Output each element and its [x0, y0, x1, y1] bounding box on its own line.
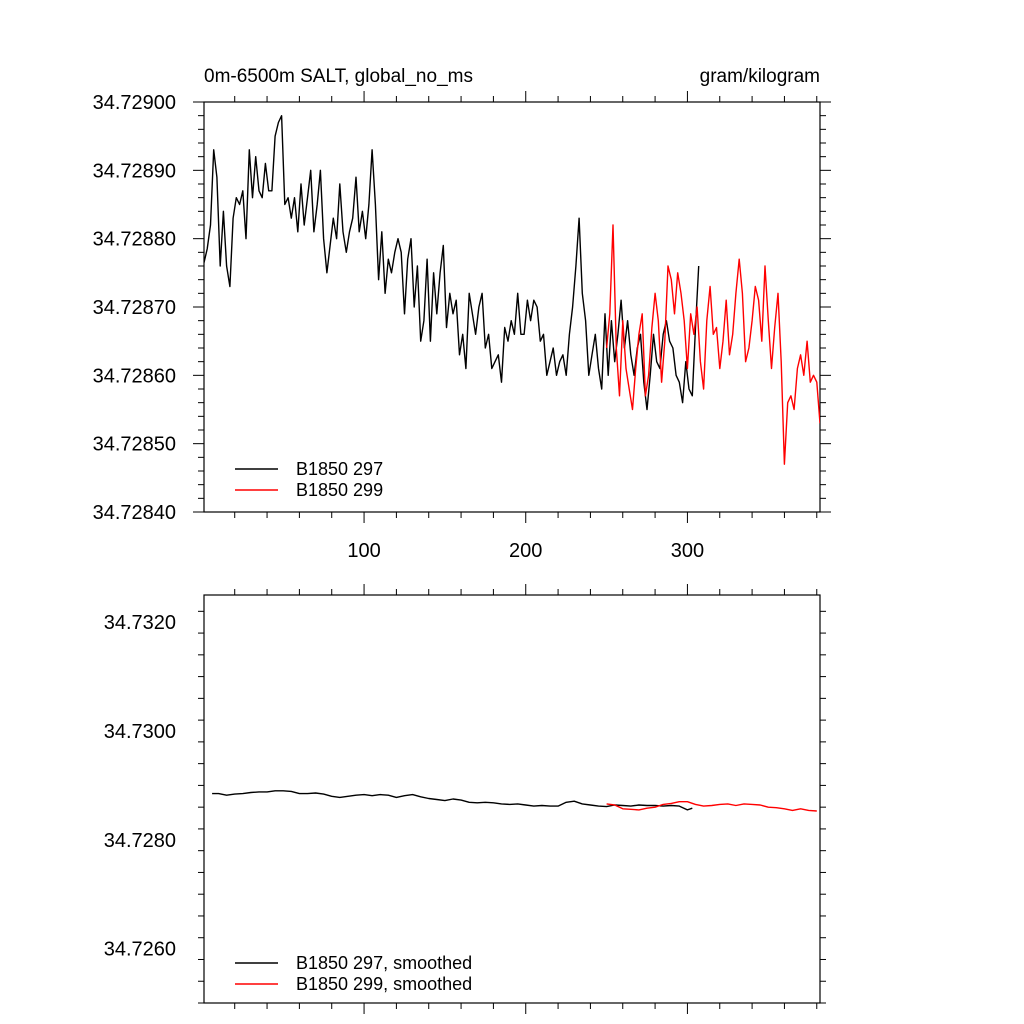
- y-tick-label: 34.72840: [93, 502, 176, 524]
- y-tick-label: 34.7280: [104, 830, 176, 852]
- chart-title: 0m-6500m SALT, global_no_ms: [204, 66, 473, 87]
- y-tick-label: 34.72880: [93, 229, 176, 251]
- legend-label: B1850 297: [296, 459, 383, 479]
- y-tick-label: 34.72860: [93, 365, 176, 387]
- y-tick-label: 34.72850: [93, 434, 176, 456]
- y-tick-label: 34.7320: [104, 612, 176, 634]
- x-tick-label: 300: [671, 540, 704, 562]
- series-line-1: [204, 114, 700, 411]
- y-tick-label: 34.72870: [93, 297, 176, 319]
- plot-frame: [203, 594, 821, 1004]
- series-line-2: [606, 801, 817, 812]
- y-tick-label: 34.72900: [93, 92, 176, 114]
- legend-label: B1850 297, smoothed: [296, 953, 472, 973]
- units-label: gram/kilogram: [700, 66, 820, 87]
- y-tick-label: 34.7260: [104, 939, 176, 961]
- legend-label: B1850 299, smoothed: [296, 974, 472, 994]
- chart-panel-2: 34.7260 34.7280 34.7300 34.7320 B1850 297, s…: [104, 584, 826, 1014]
- chart-panel-1: 100 200 300 34.72840 34.72850 34.72860 34.7287…: [93, 66, 831, 562]
- x-tick-label: 100: [347, 540, 380, 562]
- legend-label: B1850 299: [296, 480, 383, 500]
- x-tick-label: 200: [509, 540, 542, 562]
- series-line-2: [605, 224, 820, 465]
- plot-frame: [203, 101, 821, 513]
- y-tick-label: 34.72890: [93, 160, 176, 182]
- y-tick-label: 34.7300: [104, 721, 176, 743]
